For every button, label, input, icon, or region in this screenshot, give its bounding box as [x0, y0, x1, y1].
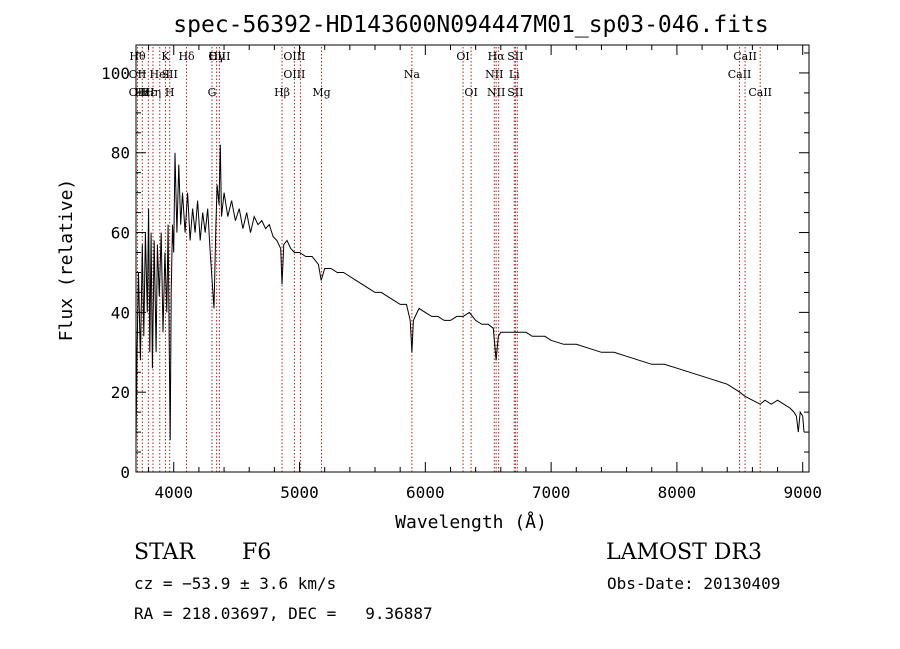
- line-label: OIII: [208, 50, 230, 63]
- x-tick-label: 7000: [532, 483, 571, 502]
- line-label: CaII: [748, 86, 772, 99]
- plot-frame: [135, 44, 810, 473]
- y-tick-label: 60: [111, 224, 130, 243]
- coordinates-readout: RA = 218.03697, DEC = 9.36887: [134, 604, 433, 623]
- survey-name: LAMOST DR3: [606, 540, 762, 565]
- line-label: Li: [509, 68, 520, 81]
- line-label: Hγ: [209, 50, 226, 63]
- line-label: OIII: [283, 50, 305, 63]
- line-label: Mg: [312, 86, 330, 99]
- line-label: K: [161, 50, 170, 63]
- chart-title: spec-56392-HD143600N094447M01_sp03-046.f…: [173, 12, 768, 38]
- line-label: Hβ: [274, 86, 290, 99]
- x-tick-label: 8000: [658, 483, 697, 502]
- line-label: Na: [404, 68, 421, 81]
- x-tick-label: 4000: [154, 483, 193, 502]
- redshift-readout: cz = −53.9 ± 3.6 km/s: [134, 574, 336, 593]
- line-label: SII: [507, 50, 523, 63]
- line-label: Hε: [141, 86, 157, 99]
- line-label: Hε: [135, 86, 151, 99]
- line-label: G: [208, 86, 217, 99]
- observation-date: Obs-Date: 20130409: [607, 574, 780, 593]
- x-tick-label: 9000: [783, 483, 822, 502]
- y-tick-label: 40: [111, 303, 130, 322]
- line-label: SII: [162, 68, 178, 81]
- line-label: OIII: [283, 68, 305, 81]
- x-axis-label: Wavelength (Å): [395, 511, 547, 533]
- y-tick-label: 100: [101, 64, 130, 83]
- line-label: NII: [487, 86, 505, 99]
- y-axis-label: Flux (relative): [56, 179, 77, 342]
- line-label: OI: [456, 50, 469, 63]
- y-tick-label: 20: [111, 383, 130, 402]
- line-label: H: [165, 86, 175, 99]
- y-tick-label: 80: [111, 144, 130, 163]
- line-label: Hθ: [129, 50, 146, 63]
- spectrum-series: [135, 144, 805, 449]
- y-tick-label: 0: [120, 463, 130, 482]
- line-label: CaII: [733, 50, 757, 63]
- y-axis: 0 20 40 60 80 100: [101, 52, 809, 482]
- line-label: OII: [129, 68, 147, 81]
- emission-line-labels: HθOIIOIIHεHεHηHeIKSIIHHδGHγOIIIHβOIIIOII…: [129, 50, 772, 99]
- line-label: HeI: [150, 68, 170, 81]
- x-tick-label: 6000: [406, 483, 445, 502]
- line-label: SII: [507, 86, 523, 99]
- x-tick-label: 5000: [280, 483, 319, 502]
- line-label: Hη: [145, 86, 161, 99]
- x-axis: 4000 5000 6000 7000 8000 9000: [148, 45, 822, 502]
- object-subclass: F6: [242, 540, 271, 565]
- object-class: STAR: [134, 540, 196, 565]
- line-label: NII: [485, 68, 503, 81]
- line-label: Hα: [488, 50, 506, 63]
- line-label: CaII: [728, 68, 752, 81]
- line-label: Hδ: [178, 50, 195, 63]
- line-label: OI: [464, 86, 477, 99]
- emission-line-markers: [137, 47, 761, 472]
